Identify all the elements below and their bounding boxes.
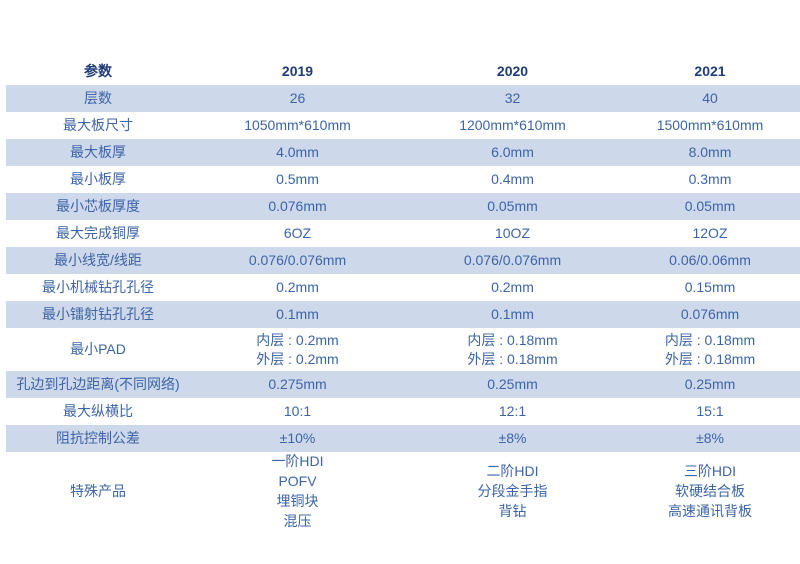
table-row-min-trace-width-spacing: 最小线宽/线距 0.076/0.076mm 0.076/0.076mm 0.06… bbox=[6, 247, 800, 274]
row-label: 最小芯板厚度 bbox=[56, 198, 140, 214]
cell-2019: 0.076mm bbox=[268, 198, 327, 214]
table-row-special-products: 特殊产品 一阶HDI POFV 埋铜块 混压 二阶HDI 分段金手指 背钻 三阶… bbox=[6, 452, 800, 530]
row-label: 最大纵横比 bbox=[63, 403, 133, 419]
row-label: 孔边到孔边距离(不同网络) bbox=[16, 376, 180, 392]
cell-2019: 一阶HDI POFV 埋铜块 混压 bbox=[190, 451, 405, 531]
cell-2019: 0.2mm bbox=[276, 279, 319, 295]
row-label: 特殊产品 bbox=[70, 482, 126, 499]
special-product-item: 一阶HDI bbox=[271, 453, 324, 469]
table-row-max-board-thickness: 最大板厚 4.0mm 6.0mm 8.0mm bbox=[6, 139, 800, 166]
table-row-max-board-size: 最大板尺寸 1050mm*610mm 1200mm*610mm 1500mm*6… bbox=[6, 112, 800, 139]
cell-2020: ±8% bbox=[498, 430, 527, 446]
special-product-item: POFV bbox=[278, 473, 317, 489]
table-row-min-board-thickness: 最小板厚 0.5mm 0.4mm 0.3mm bbox=[6, 166, 800, 193]
cell-2021: 12OZ bbox=[692, 225, 728, 241]
cell-2020: 0.4mm bbox=[491, 171, 534, 187]
cell-2019: 0.1mm bbox=[276, 306, 319, 322]
table-row-hole-to-hole-distance: 孔边到孔边距离(不同网络) 0.275mm 0.25mm 0.25mm bbox=[6, 371, 800, 398]
pad-inner-layer: 内层 : 0.2mm bbox=[256, 331, 339, 348]
special-product-item: 三阶HDI bbox=[683, 463, 737, 479]
table-row-max-aspect-ratio: 最大纵横比 10:1 12:1 15:1 bbox=[6, 398, 800, 425]
row-label: 最小镭射钻孔孔径 bbox=[42, 306, 154, 322]
cell-2020: 0.1mm bbox=[491, 306, 534, 322]
cell-2019: 0.275mm bbox=[268, 376, 327, 392]
row-label: 最大板厚 bbox=[70, 144, 126, 160]
cell-2021: 15:1 bbox=[696, 403, 724, 419]
cell-2021: 0.3mm bbox=[688, 171, 732, 187]
special-product-item: 埋铜块 bbox=[276, 493, 319, 509]
cell-2020: 32 bbox=[504, 90, 521, 106]
cell-2019: 1050mm*610mm bbox=[244, 117, 351, 133]
table-row-layers: 层数 26 32 40 bbox=[6, 85, 800, 112]
cell-2019: 0.5mm bbox=[276, 171, 319, 187]
cell-2020: 0.076/0.076mm bbox=[463, 252, 562, 268]
cell-2021: 1500mm*610mm bbox=[656, 117, 764, 133]
header-2020: 2020 bbox=[496, 62, 529, 79]
table-row-min-core-thickness: 最小芯板厚度 0.076mm 0.05mm 0.05mm bbox=[6, 193, 800, 220]
special-product-item: 二阶HDI bbox=[486, 463, 539, 479]
cell-2021: 0.05mm bbox=[684, 198, 736, 214]
table-header-row: 参数 2019 2020 2021 bbox=[6, 57, 800, 85]
cell-2021: 三阶HDI 软硬结合板 高速通讯背板 bbox=[620, 461, 800, 521]
cell-2021: 8.0mm bbox=[688, 144, 732, 160]
cell-2019: 10:1 bbox=[283, 403, 312, 419]
row-label: 层数 bbox=[84, 90, 112, 106]
row-label: 最小板厚 bbox=[70, 171, 126, 187]
header-2021: 2021 bbox=[694, 62, 726, 79]
pad-outer-layer: 外层 : 0.18mm bbox=[664, 350, 756, 367]
pcb-capability-table: 参数 2019 2020 2021 层数 26 32 40 最大板尺寸 1050… bbox=[6, 57, 800, 530]
special-product-item: 混压 bbox=[283, 513, 312, 529]
cell-2019: ±10% bbox=[279, 430, 316, 446]
special-product-item: 背钻 bbox=[498, 503, 527, 519]
cell-2020: 6.0mm bbox=[491, 144, 534, 160]
cell-2021: 0.06/0.06mm bbox=[669, 252, 751, 268]
cell-2021: 内层 : 0.18mm 外层 : 0.18mm bbox=[620, 331, 800, 369]
cell-2021: 0.25mm bbox=[684, 376, 736, 392]
cell-2020: 12:1 bbox=[498, 403, 527, 419]
pad-inner-layer: 内层 : 0.18mm bbox=[467, 331, 558, 348]
cell-2021: 0.15mm bbox=[684, 279, 736, 295]
row-label: 最大板尺寸 bbox=[63, 117, 133, 133]
row-label: 最小机械钻孔孔径 bbox=[42, 279, 154, 295]
cell-2020: 二阶HDI 分段金手指 背钻 bbox=[405, 461, 620, 521]
cell-2020: 0.2mm bbox=[491, 279, 534, 295]
header-2019: 2019 bbox=[281, 62, 314, 79]
row-label: 最大完成铜厚 bbox=[56, 225, 140, 241]
cell-2021: ±8% bbox=[696, 430, 724, 446]
cell-2019: 内层 : 0.2mm 外层 : 0.2mm bbox=[190, 331, 405, 369]
row-label: 最小线宽/线距 bbox=[54, 252, 142, 268]
special-product-item: 高速通讯背板 bbox=[668, 503, 752, 519]
cell-2021: 0.076mm bbox=[680, 306, 740, 322]
table-row-min-pad: 最小PAD 内层 : 0.2mm 外层 : 0.2mm 内层 : 0.18mm … bbox=[6, 328, 800, 371]
cell-2020: 内层 : 0.18mm 外层 : 0.18mm bbox=[405, 331, 620, 369]
cell-2021: 40 bbox=[702, 90, 718, 106]
special-product-item: 软硬结合板 bbox=[675, 483, 745, 499]
cell-2020: 10OZ bbox=[494, 225, 530, 241]
cell-2019: 6OZ bbox=[283, 225, 312, 241]
special-product-item: 分段金手指 bbox=[477, 483, 548, 499]
cell-2020: 1200mm*610mm bbox=[459, 117, 566, 133]
cell-2019: 0.076/0.076mm bbox=[248, 252, 347, 268]
table-row-impedance-tolerance: 阻抗控制公差 ±10% ±8% ±8% bbox=[6, 425, 800, 452]
cell-2020: 0.25mm bbox=[487, 376, 538, 392]
pad-outer-layer: 外层 : 0.2mm bbox=[256, 350, 339, 367]
row-label: 最小PAD bbox=[70, 341, 126, 357]
header-param: 参数 bbox=[84, 62, 112, 79]
table-row-min-laser-drill: 最小镭射钻孔孔径 0.1mm 0.1mm 0.076mm bbox=[6, 301, 800, 328]
pad-inner-layer: 内层 : 0.18mm bbox=[664, 331, 756, 348]
row-label: 阻抗控制公差 bbox=[56, 430, 140, 446]
cell-2019: 4.0mm bbox=[276, 144, 319, 160]
cell-2019: 26 bbox=[289, 90, 306, 106]
pad-outer-layer: 外层 : 0.18mm bbox=[467, 350, 558, 367]
table-row-max-finished-copper: 最大完成铜厚 6OZ 10OZ 12OZ bbox=[6, 220, 800, 247]
cell-2020: 0.05mm bbox=[487, 198, 538, 214]
table-row-min-mechanical-drill: 最小机械钻孔孔径 0.2mm 0.2mm 0.15mm bbox=[6, 274, 800, 301]
